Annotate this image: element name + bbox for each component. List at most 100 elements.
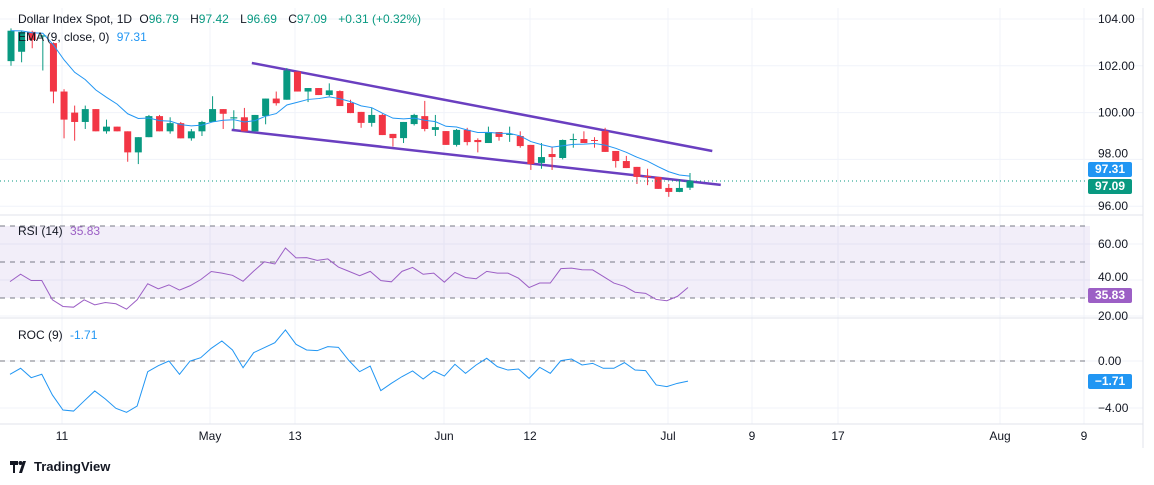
roc-value: -1.71 (70, 328, 98, 342)
candle-body (134, 137, 142, 153)
candle-body (378, 114, 386, 136)
candle-body (516, 136, 524, 147)
time-axis-label: 9 (1081, 429, 1088, 443)
roc-legend[interactable]: ROC (9) -1.71 (18, 328, 101, 342)
open-value: O96.79 (139, 12, 182, 26)
time-axis-label: 13 (288, 429, 302, 443)
close-label: C (288, 12, 297, 26)
candle-body (18, 31, 26, 52)
candle-body (81, 109, 89, 122)
price-axis-label: 98.00 (1098, 146, 1128, 160)
candle-body (262, 98, 270, 117)
rsi-value-tag: 35.83 (1088, 288, 1132, 303)
candle-body (495, 132, 503, 137)
roc-axis-label: 0.00 (1098, 354, 1122, 368)
brand-name: TradingView (34, 459, 111, 474)
candle-body (347, 103, 354, 114)
candle-body (71, 112, 79, 122)
price-axis[interactable]: 104.00 102.00 100.00 98.00 96.00 60.00 40.00 20… (1098, 12, 1135, 415)
time-axis-label: May (199, 429, 222, 443)
ema-label: EMA (9, close, 0) (18, 30, 110, 44)
time-axis-label: 9 (749, 429, 756, 443)
candle-body (675, 187, 683, 192)
grid (0, 8, 1143, 424)
candle-body (240, 117, 248, 132)
candle-body (580, 139, 588, 144)
tradingview-logo-icon (10, 460, 26, 473)
roc-label: ROC (9) (18, 328, 63, 342)
symbol-legend[interactable]: Dollar Index Spot, 1D O96.79 H97.42 L96.… (18, 12, 425, 26)
time-axis[interactable]: 11 May 13 Jun 12 Jul 9 17 Aug 9 (56, 429, 1088, 443)
candle-body (569, 139, 577, 141)
candle-body (474, 139, 482, 143)
symbol-title: Dollar Index Spot, 1D (18, 12, 133, 26)
candle-body (49, 43, 57, 92)
roc-axis-label: −4.00 (1098, 401, 1129, 415)
time-axis-label: Jun (434, 429, 453, 443)
candle-body (272, 98, 280, 104)
candle-body (166, 123, 174, 132)
ema-legend[interactable]: EMA (9, close, 0) 97.31 (18, 30, 151, 44)
candle-body (145, 116, 153, 138)
candle-body (28, 31, 36, 41)
price-axis-label: 96.00 (1098, 199, 1128, 213)
candle-body (156, 116, 164, 132)
rsi-value: 35.83 (70, 224, 101, 238)
open-label: O (139, 12, 149, 26)
close-value: C97.09 (288, 12, 331, 26)
high-label: H (190, 12, 199, 26)
close-number: 97.09 (296, 12, 327, 26)
candle-body (431, 127, 439, 130)
candle-body (537, 157, 545, 163)
candle-body (622, 161, 630, 169)
rsi-legend[interactable]: RSI (14) 35.83 (18, 224, 104, 238)
time-axis-label: 17 (831, 429, 845, 443)
candle-body (633, 166, 641, 177)
candle-body (601, 131, 609, 152)
candle-body (102, 126, 110, 132)
candle-body (453, 129, 461, 145)
channel-trendline (251, 61, 713, 153)
ema-value: 97.31 (116, 30, 147, 44)
candle-body (644, 176, 652, 178)
tradingview-logo[interactable]: TradingView (10, 459, 110, 474)
candle-body (654, 176, 662, 189)
candle-body (325, 90, 333, 96)
candle-body (421, 116, 429, 129)
candle-body (124, 131, 132, 153)
indicator-levels (0, 225, 1090, 362)
low-label: L (240, 12, 247, 26)
low-number: 96.69 (246, 12, 277, 26)
candle-body (113, 126, 121, 132)
time-axis-label: 12 (523, 429, 537, 443)
price-axis-label: 104.00 (1098, 12, 1135, 26)
candle-body (7, 30, 15, 62)
candle-body (304, 88, 312, 92)
high-value: H97.42 (190, 12, 233, 26)
descending-channel[interactable] (231, 61, 721, 187)
ema-line (10, 30, 691, 177)
candle-body (39, 35, 47, 37)
high-number: 97.42 (198, 12, 229, 26)
candle-body (283, 70, 291, 100)
candle-body (463, 129, 471, 143)
ema-price-tag: 97.31 (1088, 162, 1132, 177)
roc-line (9, 329, 689, 413)
candle-body (293, 71, 301, 92)
rsi-axis-label: 20.00 (1098, 309, 1128, 323)
close-price-tag: 97.09 (1088, 179, 1132, 194)
candle-body (665, 187, 673, 192)
change-value: +0.31 (+0.32%) (338, 12, 422, 26)
candle-body (548, 154, 556, 158)
candles (7, 28, 694, 197)
candle-body (389, 133, 397, 139)
candle-body (559, 139, 567, 158)
candle-body (484, 132, 492, 144)
time-axis-label: 11 (56, 429, 69, 443)
candle-body (612, 150, 620, 162)
price-axis-label: 100.00 (1098, 106, 1135, 120)
candle-body (368, 114, 376, 123)
rsi-label: RSI (14) (18, 224, 63, 238)
time-axis-label: Aug (989, 429, 1010, 443)
